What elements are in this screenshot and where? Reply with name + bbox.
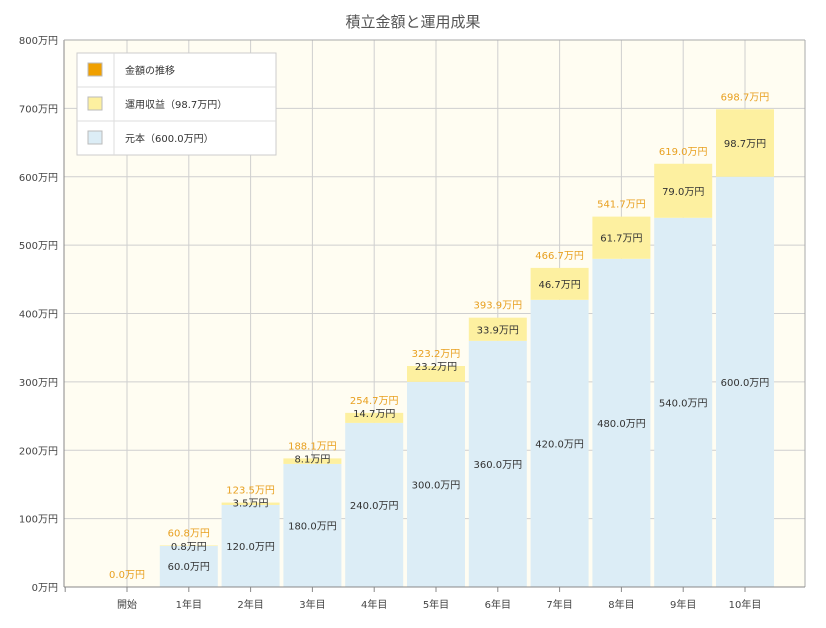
principal-value-label: 300.0万円 xyxy=(412,480,461,491)
total-value-label: 698.7万円 xyxy=(721,92,770,103)
gain-value-label: 23.2万円 xyxy=(415,362,457,373)
gain-value-label: 3.5万円 xyxy=(233,499,269,510)
total-value-label: 0.0万円 xyxy=(109,570,145,581)
bar-gain xyxy=(221,502,280,505)
legend-label: 元本（600.0万円） xyxy=(125,132,214,145)
bar-principal xyxy=(283,463,342,587)
gain-value-label: 33.9万円 xyxy=(477,325,519,336)
y-tick-label: 300万円 xyxy=(19,378,58,389)
total-value-label: 188.1万円 xyxy=(288,441,337,452)
y-tick-label: 0万円 xyxy=(32,583,58,594)
total-value-label: 541.7万円 xyxy=(597,200,646,211)
gain-value-label: 79.0万円 xyxy=(662,187,704,198)
bar-principal xyxy=(654,217,713,587)
bar-gain xyxy=(468,317,527,341)
legend-swatch xyxy=(87,62,103,77)
gain-value-label: 0.8万円 xyxy=(171,542,207,553)
bar-principal xyxy=(530,299,589,587)
bar-principal xyxy=(159,545,218,587)
bar-principal xyxy=(468,340,527,587)
chart-title: 積立金額と運用成果 xyxy=(345,13,480,31)
gain-value-label: 46.7万円 xyxy=(538,280,580,291)
x-tick-label: 開始 xyxy=(117,598,137,611)
total-value-label: 254.7万円 xyxy=(350,396,399,407)
legend-label: 金額の推移 xyxy=(125,64,175,77)
bar-principal xyxy=(716,176,774,587)
legend-label: 運用収益（98.7万円） xyxy=(125,98,227,111)
gain-value-label: 14.7万円 xyxy=(353,409,395,420)
y-tick-label: 400万円 xyxy=(19,310,58,321)
x-tick-label: 6年目 xyxy=(485,598,511,611)
bar-gain xyxy=(407,366,465,382)
gain-value-label: 8.1万円 xyxy=(294,454,330,465)
legend-swatch xyxy=(87,96,103,111)
x-tick-label: 10年目 xyxy=(729,598,762,611)
principal-value-label: 60.0万円 xyxy=(168,562,210,573)
bar-gain xyxy=(592,216,651,259)
y-tick-label: 100万円 xyxy=(19,515,58,526)
bar-gain xyxy=(159,545,218,546)
bar-gain xyxy=(530,267,589,300)
bar-principal xyxy=(221,504,280,587)
legend-swatch xyxy=(87,130,103,145)
bar-gain xyxy=(716,109,774,177)
bar-gain xyxy=(654,163,713,218)
x-tick-label: 4年目 xyxy=(361,598,387,611)
x-tick-label: 9年目 xyxy=(670,598,696,611)
x-tick-label: 8年目 xyxy=(608,598,634,611)
principal-value-label: 360.0万円 xyxy=(473,460,522,471)
total-value-label: 123.5万円 xyxy=(226,486,275,497)
bar-principal xyxy=(407,381,465,587)
y-tick-label: 600万円 xyxy=(19,173,58,184)
total-value-label: 323.2万円 xyxy=(412,349,461,360)
gain-value-label: 98.7万円 xyxy=(724,139,766,150)
x-tick-label: 3年目 xyxy=(299,598,325,611)
gain-value-label: 61.7万円 xyxy=(600,234,642,245)
total-value-label: 60.8万円 xyxy=(168,528,210,539)
y-tick-label: 500万円 xyxy=(19,241,58,252)
bar-gain xyxy=(345,412,404,423)
bar-principal xyxy=(345,422,404,587)
total-value-label: 619.0万円 xyxy=(659,147,708,158)
y-tick-label: 200万円 xyxy=(19,446,58,457)
total-value-label: 393.9万円 xyxy=(473,301,522,312)
principal-value-label: 120.0万円 xyxy=(226,542,275,553)
bar-principal xyxy=(592,258,651,587)
principal-value-label: 480.0万円 xyxy=(597,419,646,430)
total-value-label: 466.7万円 xyxy=(535,251,584,262)
bar-gain xyxy=(283,458,342,464)
x-tick-label: 2年目 xyxy=(237,598,263,611)
x-tick-label: 1年目 xyxy=(176,598,202,611)
principal-value-label: 240.0万円 xyxy=(350,501,399,512)
y-tick-label: 700万円 xyxy=(19,104,58,115)
legend-box xyxy=(76,52,277,156)
x-tick-label: 7年目 xyxy=(546,598,572,611)
principal-value-label: 420.0万円 xyxy=(535,439,584,450)
principal-value-label: 540.0万円 xyxy=(659,398,708,409)
principal-value-label: 180.0万円 xyxy=(288,521,337,532)
principal-value-label: 600.0万円 xyxy=(721,378,770,389)
y-tick-label: 800万円 xyxy=(19,36,58,47)
x-tick-label: 5年目 xyxy=(423,598,449,611)
